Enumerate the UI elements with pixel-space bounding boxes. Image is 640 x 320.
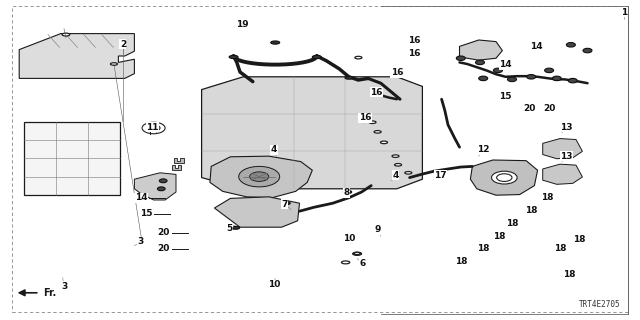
Text: 20: 20	[157, 244, 170, 253]
Ellipse shape	[405, 172, 412, 174]
Polygon shape	[543, 164, 582, 184]
Text: 6: 6	[360, 260, 366, 268]
Ellipse shape	[271, 41, 280, 44]
Ellipse shape	[392, 155, 399, 157]
Circle shape	[456, 56, 465, 60]
Polygon shape	[19, 34, 134, 78]
Ellipse shape	[284, 202, 291, 205]
Polygon shape	[202, 77, 422, 189]
Polygon shape	[543, 139, 582, 159]
Polygon shape	[214, 197, 300, 227]
Ellipse shape	[355, 56, 362, 59]
Ellipse shape	[344, 190, 352, 194]
Circle shape	[527, 75, 536, 79]
Text: 16: 16	[370, 88, 383, 97]
Circle shape	[159, 179, 167, 183]
Ellipse shape	[369, 121, 376, 124]
Ellipse shape	[380, 141, 388, 144]
Text: 18: 18	[563, 270, 576, 279]
Polygon shape	[470, 160, 538, 195]
Polygon shape	[174, 158, 184, 163]
Ellipse shape	[229, 55, 238, 59]
Text: 1: 1	[621, 8, 627, 17]
Text: 18: 18	[554, 244, 566, 253]
Polygon shape	[172, 165, 181, 170]
Circle shape	[142, 122, 165, 134]
Ellipse shape	[232, 227, 239, 229]
Text: 18: 18	[477, 244, 490, 253]
Circle shape	[568, 78, 577, 83]
Text: 9: 9	[374, 225, 381, 234]
Text: 18: 18	[454, 257, 467, 266]
Ellipse shape	[312, 55, 321, 59]
Circle shape	[545, 68, 554, 73]
Polygon shape	[210, 156, 312, 198]
Text: TRT4E2705: TRT4E2705	[579, 300, 621, 309]
Text: 15: 15	[140, 209, 152, 218]
Text: 16: 16	[408, 49, 421, 58]
Bar	[24, 122, 120, 195]
Text: 20: 20	[157, 228, 170, 237]
Ellipse shape	[342, 261, 350, 264]
Circle shape	[479, 76, 488, 81]
Circle shape	[508, 77, 516, 82]
Text: 20: 20	[543, 104, 556, 113]
Circle shape	[157, 187, 165, 191]
Ellipse shape	[353, 252, 362, 255]
Ellipse shape	[62, 33, 70, 36]
Text: 18: 18	[541, 193, 554, 202]
Text: 14: 14	[134, 193, 147, 202]
Text: 8: 8	[344, 188, 350, 197]
Text: 3: 3	[138, 237, 144, 246]
Text: 4: 4	[392, 171, 399, 180]
Text: 19: 19	[236, 20, 248, 28]
Circle shape	[250, 172, 269, 181]
Circle shape	[552, 76, 561, 81]
Text: 20: 20	[524, 104, 536, 113]
Circle shape	[492, 171, 517, 184]
Text: 5: 5	[226, 224, 232, 233]
Text: 18: 18	[506, 219, 518, 228]
Ellipse shape	[345, 76, 353, 79]
Text: 13: 13	[560, 123, 573, 132]
Circle shape	[566, 43, 575, 47]
Text: 7: 7	[282, 200, 288, 209]
Circle shape	[493, 68, 502, 73]
Text: 16: 16	[358, 113, 371, 122]
Ellipse shape	[394, 164, 402, 166]
Text: 2: 2	[120, 40, 126, 49]
Circle shape	[239, 166, 280, 187]
Text: 4: 4	[271, 145, 277, 154]
Text: 16: 16	[390, 68, 403, 77]
Text: 10: 10	[268, 280, 280, 289]
Text: 13: 13	[560, 152, 573, 161]
Text: 14: 14	[530, 42, 543, 51]
Polygon shape	[460, 40, 502, 60]
Text: 15: 15	[499, 92, 512, 101]
Text: 3: 3	[61, 282, 67, 291]
Circle shape	[147, 125, 160, 131]
Text: 18: 18	[493, 232, 506, 241]
Circle shape	[476, 60, 484, 65]
Text: 10: 10	[342, 234, 355, 243]
Ellipse shape	[110, 63, 118, 65]
Text: Fr.: Fr.	[44, 288, 57, 298]
Polygon shape	[134, 173, 176, 200]
Ellipse shape	[374, 131, 381, 133]
Circle shape	[497, 174, 512, 181]
Text: 16: 16	[408, 36, 421, 45]
Text: 11: 11	[146, 123, 159, 132]
Text: 14: 14	[499, 60, 512, 69]
Text: 18: 18	[525, 206, 538, 215]
Text: 18: 18	[573, 235, 586, 244]
Text: 12: 12	[477, 145, 490, 154]
Ellipse shape	[354, 252, 360, 255]
Text: 17: 17	[434, 171, 447, 180]
Circle shape	[583, 48, 592, 53]
